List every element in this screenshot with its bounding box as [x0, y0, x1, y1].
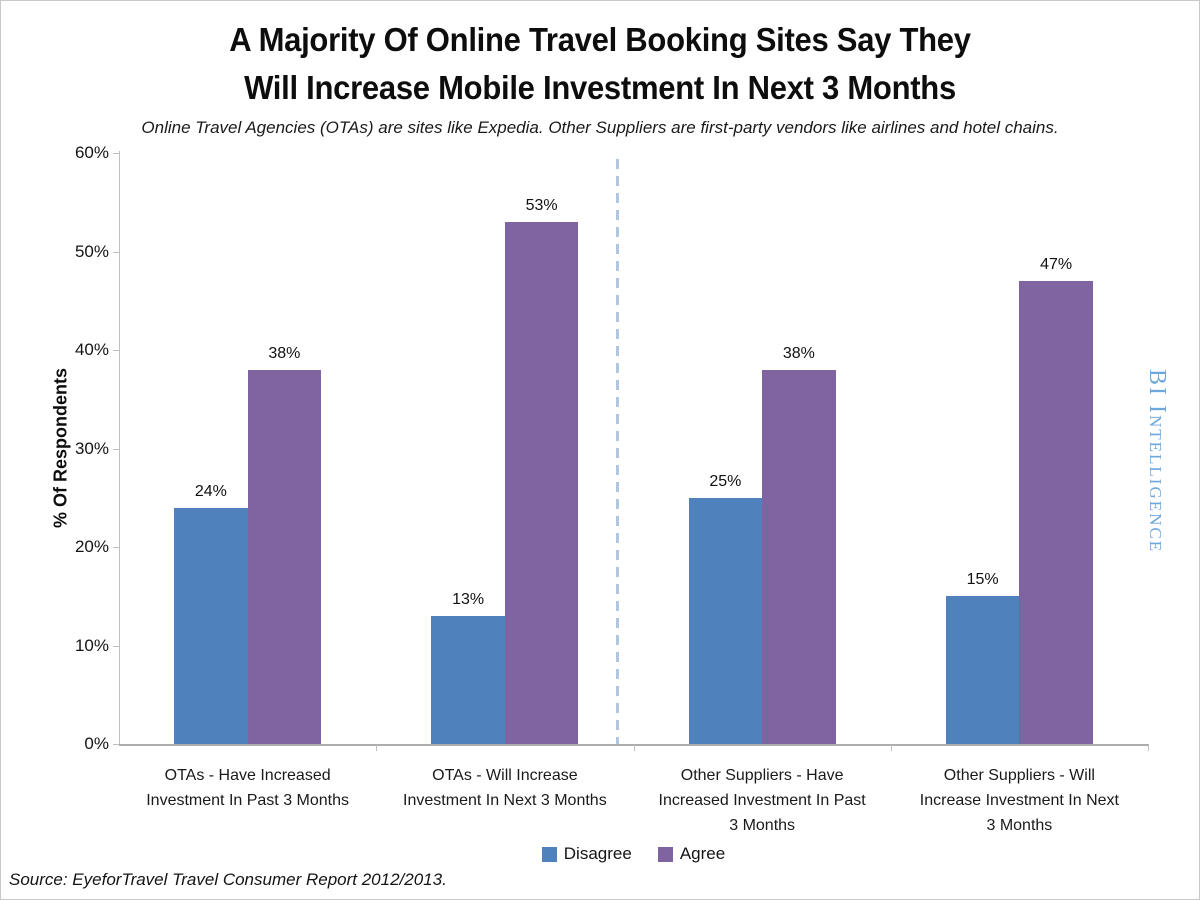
bar-value-label: 38% — [782, 344, 815, 362]
x-axis-tick — [1148, 745, 1149, 751]
bi-intelligence-watermark: BI Intelligence — [1144, 369, 1170, 554]
bar-disagree — [945, 596, 1020, 744]
y-axis-line — [119, 151, 120, 744]
bar-disagree — [431, 615, 505, 744]
bar-value-label: 15% — [966, 571, 999, 589]
y-axis-tick — [113, 350, 119, 351]
category-label: Other Suppliers - Will Increase Investme… — [919, 767, 1119, 834]
legend: Disagree Agree — [119, 844, 1148, 864]
chart-title-line1: A Majority Of Online Travel Booking Site… — [229, 21, 971, 58]
y-axis-tick — [113, 547, 119, 548]
bar-disagree — [688, 497, 763, 744]
bar-value-label: 38% — [268, 344, 301, 362]
legend-item-disagree: Disagree — [541, 844, 632, 864]
y-axis-tick-label: 60% — [74, 143, 109, 162]
legend-swatch-agree — [657, 846, 673, 862]
bar-agree — [1019, 281, 1093, 744]
bar-agree — [247, 369, 322, 744]
y-axis-tick-label: 10% — [74, 635, 109, 655]
legend-label: Agree — [679, 844, 726, 863]
x-axis-tick — [890, 745, 892, 751]
y-axis-tick — [113, 251, 119, 253]
y-axis-tick-label: 40% — [74, 340, 109, 359]
legend-swatch-disagree — [541, 846, 557, 862]
bar-agree — [762, 369, 836, 744]
y-axis-tick-label: 50% — [74, 241, 109, 261]
bar-value-label: 53% — [525, 196, 558, 214]
y-axis-tick — [113, 448, 119, 450]
bar-value-label: 25% — [709, 472, 742, 490]
bar-disagree — [174, 507, 248, 744]
legend-item-agree: Agree — [657, 844, 726, 864]
chart-title-line2: Will Increase Mobile Investment In Next … — [244, 69, 956, 106]
y-axis-tick-label: 0% — [84, 734, 109, 753]
x-axis-tick — [376, 745, 378, 751]
category-label: OTAs - Have Increased Investment In Past… — [146, 767, 349, 809]
source-note: Source: EyeforTravel Travel Consumer Rep… — [9, 870, 447, 889]
category-label: Other Suppliers - Have Increased Investm… — [658, 767, 866, 834]
y-axis-tick — [113, 153, 119, 154]
y-axis-tick — [113, 744, 119, 745]
y-axis-tick-label: 20% — [74, 537, 109, 556]
y-axis-tick-label: 30% — [74, 438, 109, 458]
y-axis-tick — [113, 645, 119, 647]
bar-agree — [504, 221, 579, 744]
bar-value-label: 24% — [194, 482, 227, 500]
group-divider-dashed-line — [616, 159, 619, 744]
x-axis-tick — [633, 745, 635, 751]
legend-label: Disagree — [563, 844, 632, 863]
bar-value-label: 13% — [452, 590, 485, 608]
chart-subtitle: Online Travel Agencies (OTAs) are sites … — [141, 118, 1059, 137]
category-label: OTAs - Will Increase Investment In Next … — [403, 767, 607, 809]
bar-value-label: 47% — [1040, 256, 1073, 274]
